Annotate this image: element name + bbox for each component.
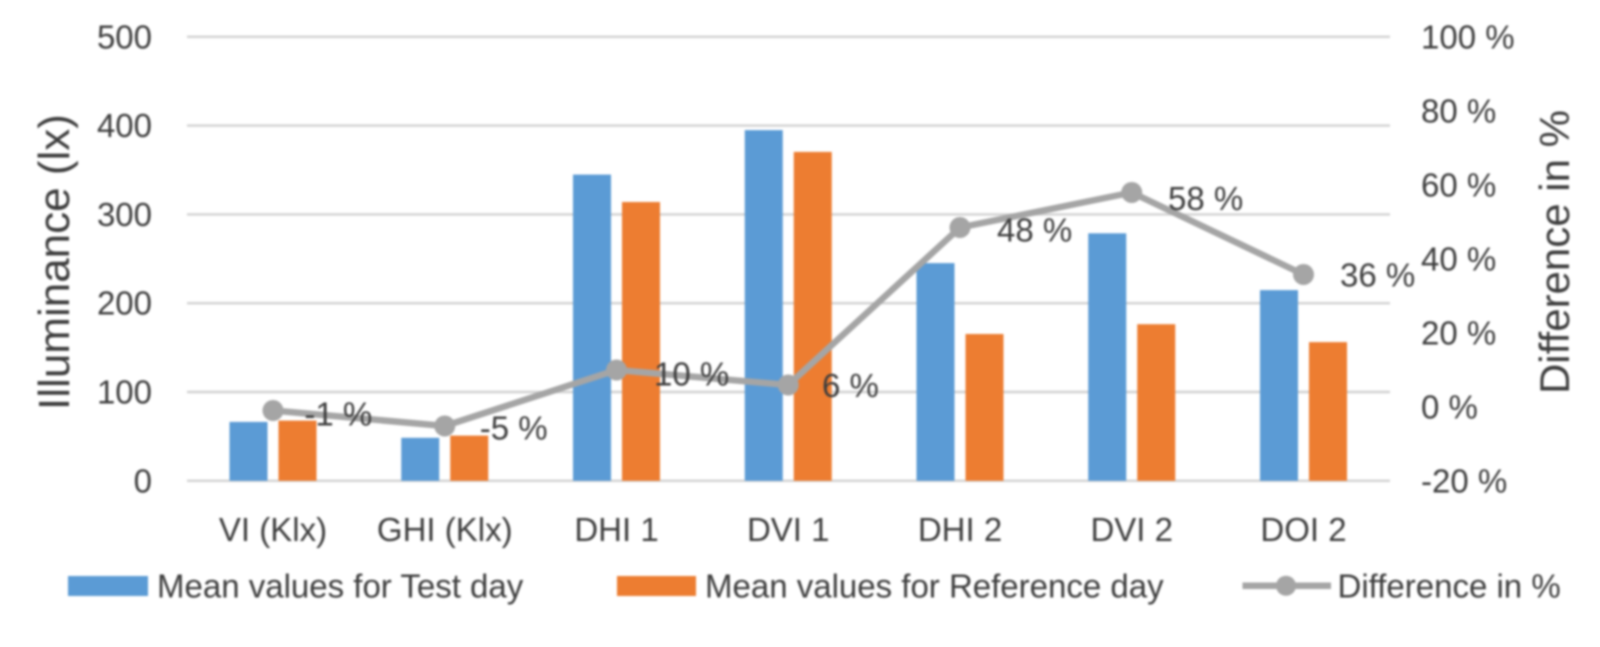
svg-text:DVI 2: DVI 2 bbox=[1090, 511, 1173, 548]
svg-text:Mean values for Test day: Mean values for Test day bbox=[157, 568, 524, 605]
svg-text:DVI 1: DVI 1 bbox=[747, 511, 830, 548]
svg-text:GHI (Klx): GHI (Klx) bbox=[377, 511, 513, 548]
svg-text:-5 %: -5 % bbox=[480, 410, 548, 447]
svg-text:20 %: 20 % bbox=[1421, 315, 1496, 352]
svg-text:DHI 1: DHI 1 bbox=[574, 511, 658, 548]
svg-text:Mean values for Reference day: Mean values for Reference day bbox=[705, 568, 1164, 605]
svg-text:100: 100 bbox=[97, 374, 152, 411]
svg-text:40 %: 40 % bbox=[1421, 241, 1496, 278]
svg-text:VI (Klx): VI (Klx) bbox=[219, 511, 327, 548]
svg-text:58 %: 58 % bbox=[1168, 180, 1243, 217]
svg-text:Difference in %: Difference in % bbox=[1531, 110, 1578, 394]
svg-text:6 %: 6 % bbox=[822, 367, 879, 404]
svg-text:-1 %: -1 % bbox=[304, 396, 372, 433]
svg-text:DOI 2: DOI 2 bbox=[1260, 511, 1346, 548]
svg-text:0: 0 bbox=[134, 462, 152, 499]
svg-text:Illuminance (lx): Illuminance (lx) bbox=[30, 114, 79, 410]
svg-text:10 %: 10 % bbox=[654, 356, 729, 393]
svg-text:200: 200 bbox=[97, 285, 152, 322]
svg-text:60 %: 60 % bbox=[1421, 167, 1496, 204]
svg-text:48 %: 48 % bbox=[997, 212, 1072, 249]
svg-text:100 %: 100 % bbox=[1421, 19, 1515, 56]
svg-text:DHI 2: DHI 2 bbox=[918, 511, 1002, 548]
svg-text:-20 %: -20 % bbox=[1421, 463, 1507, 500]
svg-text:36 %: 36 % bbox=[1340, 257, 1415, 294]
svg-text:Difference in %: Difference in % bbox=[1338, 568, 1561, 605]
svg-text:0 %: 0 % bbox=[1421, 389, 1478, 426]
svg-text:300: 300 bbox=[97, 196, 152, 233]
svg-text:400: 400 bbox=[97, 107, 152, 144]
svg-text:500: 500 bbox=[97, 18, 152, 55]
svg-text:80 %: 80 % bbox=[1421, 93, 1496, 130]
